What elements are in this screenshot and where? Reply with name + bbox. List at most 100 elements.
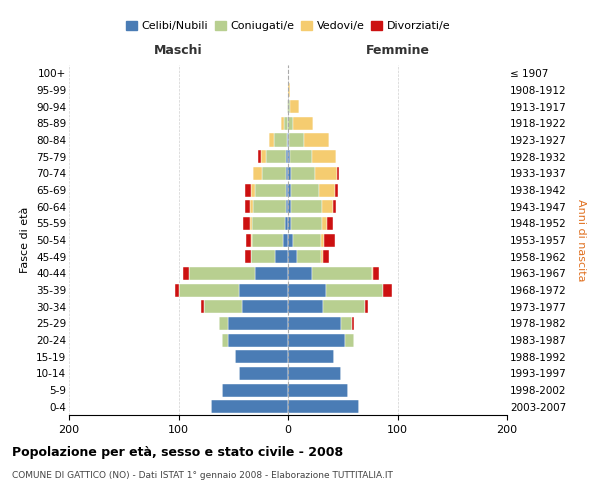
Bar xyxy=(293,117,313,130)
Bar xyxy=(365,300,368,313)
Bar xyxy=(288,234,293,246)
Text: Popolazione per età, sesso e stato civile - 2008: Popolazione per età, sesso e stato civil… xyxy=(12,446,343,459)
Bar xyxy=(260,150,266,163)
Bar xyxy=(245,200,250,213)
Bar xyxy=(250,217,252,230)
Bar xyxy=(288,167,291,180)
Bar xyxy=(219,317,228,330)
Bar xyxy=(373,267,379,280)
Y-axis label: Fasce di età: Fasce di età xyxy=(20,207,31,273)
Text: Maschi: Maschi xyxy=(154,44,203,57)
Bar xyxy=(259,150,260,163)
Bar xyxy=(245,250,251,263)
Bar xyxy=(316,167,337,180)
Bar xyxy=(290,100,299,113)
Bar xyxy=(312,150,336,163)
Bar xyxy=(239,284,288,296)
Bar xyxy=(288,350,334,363)
Bar xyxy=(288,267,312,280)
Bar xyxy=(211,400,288,413)
Bar xyxy=(245,184,251,196)
Bar xyxy=(321,234,324,246)
Bar xyxy=(286,184,288,196)
Bar xyxy=(288,117,293,130)
Bar xyxy=(291,217,322,230)
Bar xyxy=(293,234,321,246)
Bar xyxy=(286,200,288,213)
Bar xyxy=(284,117,288,130)
Bar xyxy=(251,250,275,263)
Bar xyxy=(175,284,179,296)
Bar xyxy=(333,200,336,213)
Bar xyxy=(341,317,352,330)
Bar xyxy=(252,234,283,246)
Bar xyxy=(290,150,312,163)
Bar xyxy=(253,167,262,180)
Bar xyxy=(228,317,288,330)
Text: COMUNE DI GATTICO (NO) - Dati ISTAT 1° gennaio 2008 - Elaborazione TUTTITALIA.IT: COMUNE DI GATTICO (NO) - Dati ISTAT 1° g… xyxy=(12,471,393,480)
Bar xyxy=(323,250,329,263)
Bar xyxy=(291,184,319,196)
Bar xyxy=(288,100,290,113)
Bar xyxy=(288,317,341,330)
Bar xyxy=(228,334,288,346)
Bar xyxy=(322,217,328,230)
Bar xyxy=(328,217,333,230)
Y-axis label: Anni di nascita: Anni di nascita xyxy=(576,198,586,281)
Bar xyxy=(202,300,203,313)
Bar xyxy=(288,134,289,146)
Bar xyxy=(281,117,284,130)
Bar xyxy=(291,200,322,213)
Bar xyxy=(337,167,340,180)
Bar xyxy=(255,184,286,196)
Bar xyxy=(288,250,297,263)
Bar xyxy=(255,267,288,280)
Bar xyxy=(288,217,291,230)
Bar xyxy=(288,334,345,346)
Bar xyxy=(321,250,323,263)
Bar xyxy=(288,300,323,313)
Bar xyxy=(287,134,288,146)
Bar xyxy=(324,234,335,246)
Bar xyxy=(288,84,290,96)
Bar xyxy=(253,200,286,213)
Bar xyxy=(288,150,290,163)
Bar xyxy=(223,384,288,396)
Bar xyxy=(286,150,288,163)
Bar xyxy=(289,134,304,146)
Bar xyxy=(288,400,359,413)
Bar xyxy=(287,100,288,113)
Bar xyxy=(179,284,239,296)
Bar xyxy=(242,300,288,313)
Bar xyxy=(345,334,354,346)
Bar xyxy=(274,134,287,146)
Bar xyxy=(383,284,392,296)
Bar xyxy=(288,284,326,296)
Bar xyxy=(243,217,250,230)
Bar xyxy=(252,217,285,230)
Bar xyxy=(239,367,288,380)
Bar xyxy=(322,200,333,213)
Bar xyxy=(288,384,348,396)
Bar xyxy=(297,250,321,263)
Bar xyxy=(312,267,373,280)
Bar xyxy=(223,334,228,346)
Bar xyxy=(319,184,335,196)
Bar xyxy=(235,350,288,363)
Bar xyxy=(183,267,190,280)
Bar xyxy=(291,167,316,180)
Bar xyxy=(288,200,291,213)
Bar xyxy=(352,317,354,330)
Bar xyxy=(335,184,338,196)
Text: Femmine: Femmine xyxy=(365,44,430,57)
Bar xyxy=(285,217,288,230)
Bar xyxy=(251,234,252,246)
Bar xyxy=(283,234,288,246)
Bar xyxy=(326,284,383,296)
Bar xyxy=(269,134,274,146)
Bar xyxy=(190,267,255,280)
Bar xyxy=(266,150,286,163)
Legend: Celibi/Nubili, Coniugati/e, Vedovi/e, Divorziati/e: Celibi/Nubili, Coniugati/e, Vedovi/e, Di… xyxy=(121,16,455,36)
Bar xyxy=(275,250,288,263)
Bar xyxy=(247,234,251,246)
